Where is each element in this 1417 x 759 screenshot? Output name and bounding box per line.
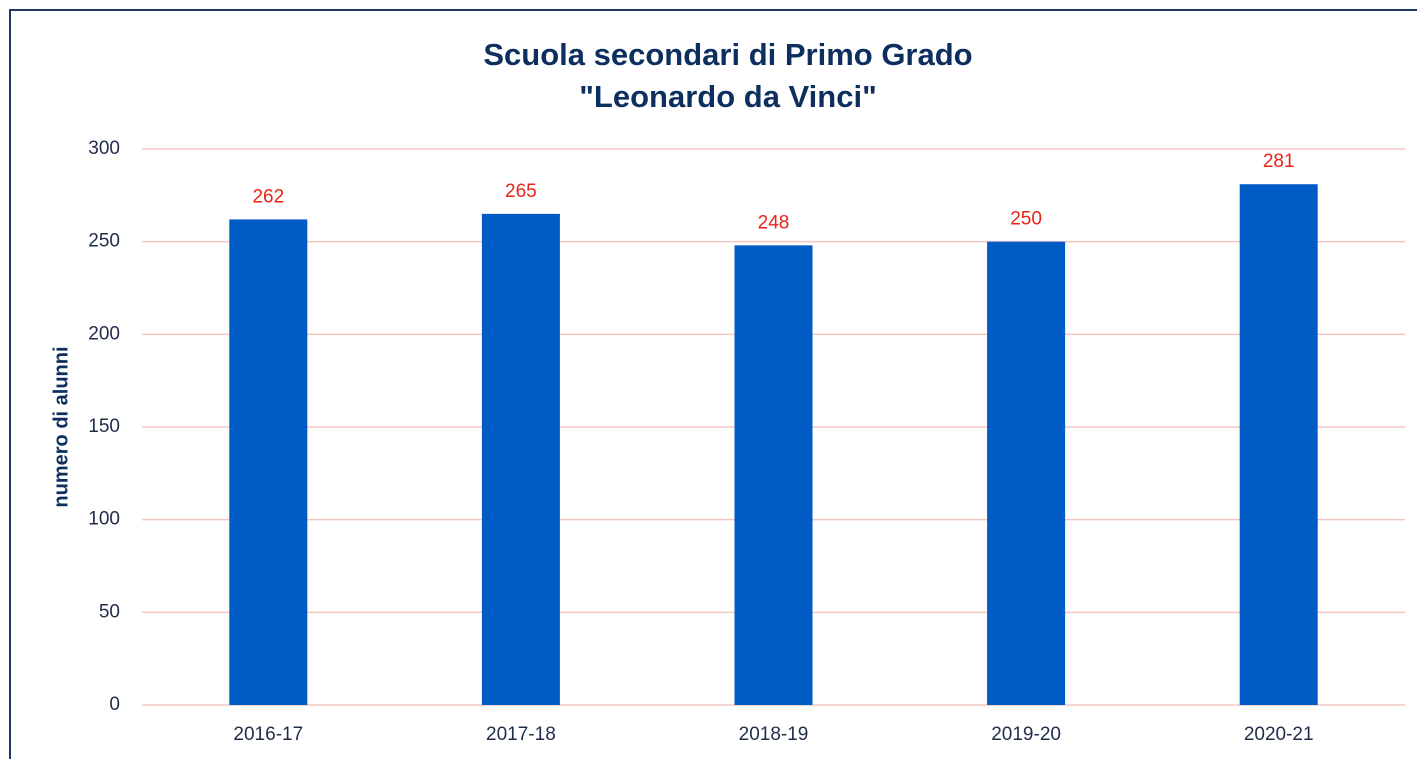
bar	[734, 245, 813, 705]
chart-title: Scuola secondari di Primo Grado	[483, 37, 972, 72]
y-tick-label: 300	[88, 138, 120, 159]
bar	[1239, 184, 1318, 706]
y-tick-label: 100	[88, 509, 120, 530]
y-tick-label: 0	[109, 694, 120, 715]
y-tick-label: 50	[99, 601, 120, 622]
chart-title: "Leonardo da Vinci"	[579, 79, 877, 114]
x-tick-label: 2019-20	[991, 724, 1061, 745]
data-label: 281	[1263, 151, 1295, 172]
data-label: 265	[505, 181, 537, 202]
data-label: 262	[252, 186, 284, 207]
bar	[229, 219, 308, 705]
y-tick-label: 150	[88, 416, 120, 437]
x-tick-label: 2018-19	[739, 724, 809, 745]
x-tick-label: 2016-17	[233, 724, 303, 745]
y-axis-label: numero di alunni	[50, 346, 72, 507]
bar	[481, 213, 560, 705]
x-tick-label: 2020-21	[1244, 724, 1314, 745]
data-label: 248	[758, 212, 790, 233]
chart-frame	[9, 9, 1417, 759]
data-label: 250	[1010, 209, 1042, 230]
x-tick-label: 2017-18	[486, 724, 556, 745]
y-tick-label: 200	[88, 323, 120, 344]
y-tick-label: 250	[88, 231, 120, 252]
bar	[987, 241, 1066, 705]
